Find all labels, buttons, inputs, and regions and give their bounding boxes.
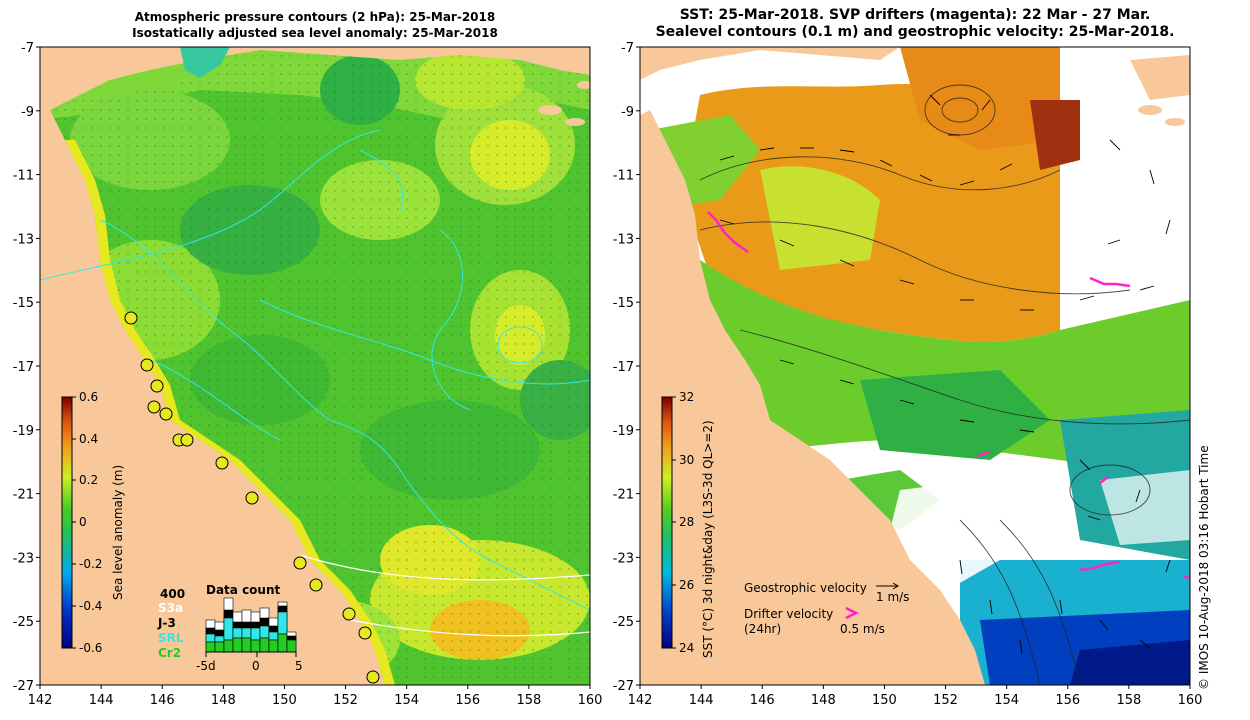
legend-j3: J-3 [157, 616, 176, 630]
right-lat-tick-label: -25 [613, 615, 634, 630]
left-lat-tick-label: -15 [13, 296, 34, 311]
data-count-title: Data count [206, 583, 281, 597]
left-lat-tick-label: -13 [13, 232, 34, 247]
velocity-legend: Geostrophic velocity 1 m/s Drifter veloc… [744, 581, 909, 636]
sst-tick-2: 28 [679, 515, 694, 529]
left-lat-tick-label: -23 [13, 551, 34, 566]
left-title-line1: Atmospheric pressure contours (2 hPa): 2… [134, 10, 496, 24]
data-count-xtick-2: 5 [295, 659, 303, 673]
sla-tick-3: 0 [79, 515, 87, 529]
right-lat-tick-label: -15 [613, 296, 634, 311]
left-lat-tick-label: -25 [13, 615, 34, 630]
right-lat-tick-label: -21 [613, 488, 634, 503]
legend-cr2: Cr2 [158, 646, 181, 660]
sla-colorbar-label: Sea level anomaly (m) [111, 465, 125, 600]
right-lat-tick-label: -27 [613, 679, 634, 694]
left-panel-title: Atmospheric pressure contours (2 hPa): 2… [40, 9, 590, 41]
right-lon-tick-label: 144 [689, 693, 714, 708]
data-count-max: 400 [160, 587, 185, 601]
left-lon-tick-label: 146 [150, 693, 175, 708]
left-lat-tick-label: -27 [13, 679, 34, 694]
left-lon-tick-label: 150 [272, 693, 297, 708]
sla-tick-5: -0.4 [79, 599, 102, 613]
left-lat-tick-label: -7 [21, 41, 34, 56]
left-lon-tick-label: 152 [333, 693, 358, 708]
right-lon-tick-label: 146 [750, 693, 775, 708]
right-lon-tick-label: 152 [933, 693, 958, 708]
drifter-label-line2: (24hr) [744, 622, 781, 636]
right-lon-tick-label: 150 [872, 693, 897, 708]
left-lon-tick-label: 148 [211, 693, 236, 708]
right-lon-tick-label: 154 [994, 693, 1019, 708]
sst-colorbar: 32 30 28 26 24 SST (°C) 3d night&day (L3… [661, 390, 715, 658]
left-lon-tick-label: 142 [28, 693, 53, 708]
sla-tick-6: -0.6 [79, 641, 102, 655]
geostrophic-scale: 1 m/s [876, 590, 909, 604]
left-lon-tick-label: 160 [578, 693, 603, 708]
left-lat-tick-label: -21 [13, 488, 34, 503]
left-lat-tick-label: -19 [13, 424, 34, 439]
right-lat-tick-label: -19 [613, 424, 634, 439]
right-lon-tick-label: 156 [1055, 693, 1080, 708]
right-lat-tick-label: -11 [613, 169, 634, 184]
right-lon-tick-label: 160 [1178, 693, 1203, 708]
left-lat-tick-label: -11 [13, 169, 34, 184]
right-lat-tick-label: -23 [613, 551, 634, 566]
legend-s3a: S3a [158, 601, 183, 615]
right-panel-title: SST: 25-Mar-2018. SVP drifters (magenta)… [640, 7, 1190, 41]
left-lon-tick-label: 156 [455, 693, 480, 708]
sla-tick-0: 0.6 [79, 390, 98, 404]
geostrophic-arrows [719, 94, 1171, 655]
drifter-label-line1: Drifter velocity [744, 607, 833, 621]
sea-level-anomaly-map [40, 47, 590, 685]
geostrophic-label: Geostrophic velocity [744, 581, 867, 595]
sst-tick-4: 24 [679, 641, 694, 655]
right-lon-tick-label: 142 [628, 693, 653, 708]
right-title-line1: SST: 25-Mar-2018. SVP drifters (magenta)… [679, 7, 1151, 23]
right-lat-tick-label: -9 [621, 105, 634, 120]
drifter-scale: 0.5 m/s [840, 622, 885, 636]
right-title-line2: Sealevel contours (0.1 m) and geostrophi… [655, 24, 1175, 40]
sst-colorbar-label: SST (°C) 3d night&day (L3S-3d QL>=2) [701, 420, 715, 658]
sla-colorbar: 0.6 0.4 0.2 0 -0.2 -0.4 -0.6 Sea level a… [61, 390, 125, 655]
right-lat-tick-label: -7 [621, 41, 634, 56]
sst-map [640, 47, 1190, 685]
left-lon-tick-label: 158 [516, 693, 541, 708]
left-lat-tick-label: -17 [13, 360, 34, 375]
data-count-xtick-0: -5d [196, 659, 216, 673]
right-lat-tick-label: -13 [613, 232, 634, 247]
sst-tick-1: 30 [679, 453, 694, 467]
legend-srl: SRL [158, 631, 184, 645]
sst-tick-0: 32 [679, 390, 694, 404]
right-lat-tick-label: -17 [613, 360, 634, 375]
sla-tick-4: -0.2 [79, 557, 102, 571]
sla-tick-1: 0.4 [79, 432, 98, 446]
sst-tick-3: 26 [679, 578, 694, 592]
left-lon-tick-label: 154 [394, 693, 419, 708]
left-lat-tick-label: -9 [21, 105, 34, 120]
data-count-xtick-1: 0 [252, 659, 260, 673]
imos-credit: © IMOS 10-Aug-2018 03:16 Hobart Time [1197, 445, 1211, 690]
left-title-line2: Isostatically adjusted sea level anomaly… [132, 26, 498, 40]
left-lon-tick-label: 144 [89, 693, 114, 708]
right-lon-tick-label: 158 [1116, 693, 1141, 708]
right-lon-tick-label: 148 [811, 693, 836, 708]
svp-drifters [707, 211, 1190, 580]
tide-gauge-stations [124, 311, 380, 684]
sla-tick-2: 0.2 [79, 473, 98, 487]
data-count-inset: Data count 400 S3a J-3 SRL Cr2 -5d 0 5 [157, 583, 303, 673]
